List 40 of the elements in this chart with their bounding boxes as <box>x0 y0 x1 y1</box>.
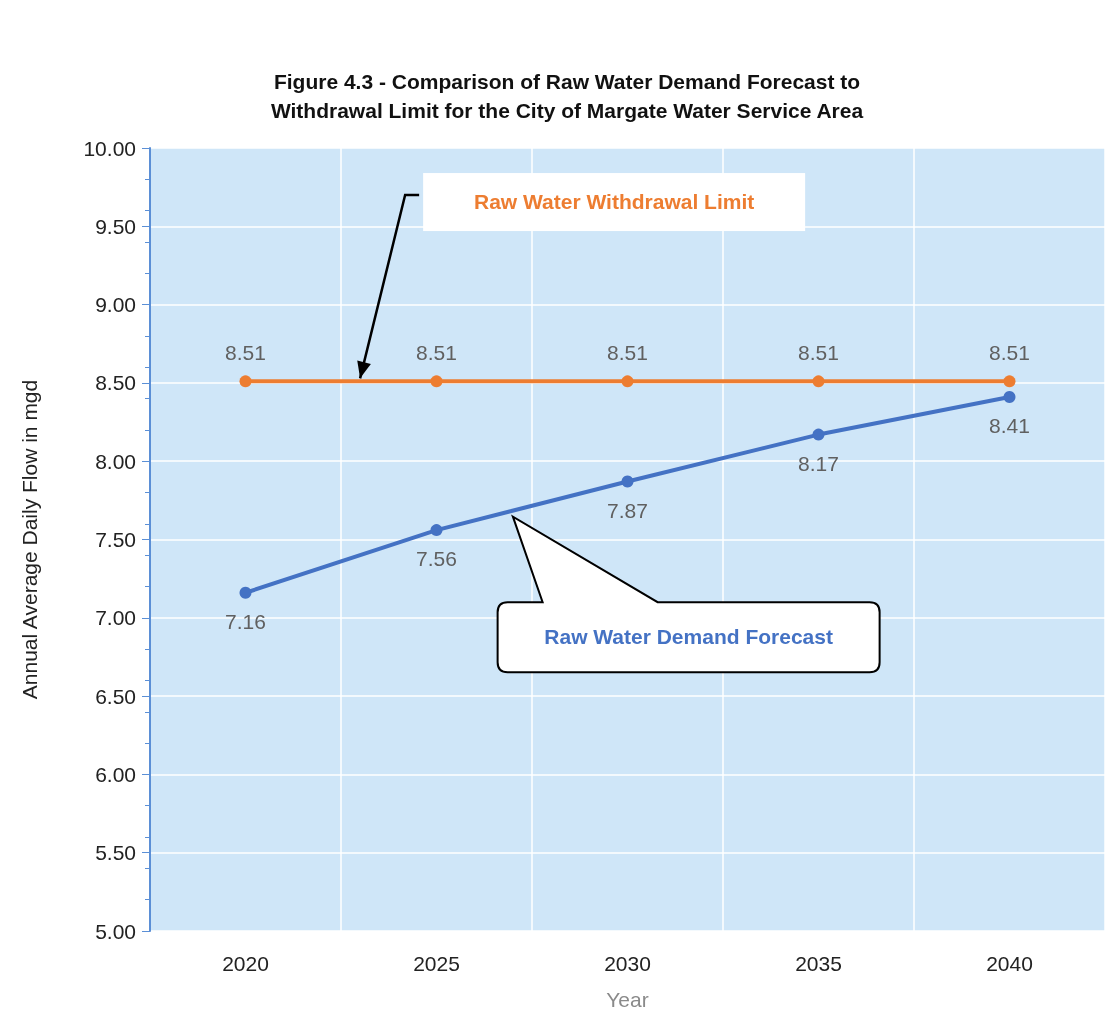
data-label: 8.51 <box>225 341 266 365</box>
x-tick-label: 2020 <box>222 952 269 975</box>
y-tick-label: 7.00 <box>95 606 136 630</box>
y-axis-title: Annual Average Daily Flow in mgd <box>18 379 41 700</box>
x-tick-label: 2030 <box>604 952 651 975</box>
point <box>1003 375 1016 388</box>
point <box>239 375 252 388</box>
x-tick-label: 2025 <box>413 952 460 975</box>
data-label: 8.51 <box>989 341 1030 365</box>
y-tick-label: 10.00 <box>83 136 136 160</box>
point <box>239 586 252 599</box>
y-tick-label: 6.50 <box>95 684 136 708</box>
point <box>430 375 443 388</box>
point <box>621 475 634 488</box>
point <box>812 375 825 388</box>
y-tick-label: 8.00 <box>95 449 136 473</box>
point <box>621 375 634 388</box>
data-label: 8.51 <box>798 341 839 365</box>
y-tick-label: 6.00 <box>95 762 136 786</box>
data-label: 8.51 <box>416 341 457 365</box>
x-tick-label: 2035 <box>795 952 842 975</box>
text: Raw Water Demand Forecast <box>543 624 834 651</box>
y-tick-label: 8.50 <box>95 371 136 395</box>
data-label: 7.16 <box>225 609 266 633</box>
y-tick-label: 5.50 <box>95 841 136 865</box>
data-label: 8.17 <box>798 451 839 475</box>
data-label: 7.56 <box>416 547 457 571</box>
data-label: 7.87 <box>607 498 648 522</box>
point <box>1003 391 1016 403</box>
data-label: 8.51 <box>607 341 648 365</box>
y-tick-label: 9.50 <box>95 214 136 238</box>
x-tick-label: 2040 <box>986 952 1033 975</box>
chart-title: Figure 4.3 - Comparison of Raw Water Demand Forecast to Withdrawal Limit for the City of Margate Water Service Area <box>270 70 864 122</box>
point <box>812 428 825 441</box>
point <box>430 524 443 537</box>
y-tick-label: 7.50 <box>95 528 136 551</box>
x-axis-title: Year <box>606 988 649 1011</box>
y-tick-label: 9.00 <box>95 293 136 317</box>
y-tick-label: 5.00 <box>95 919 136 943</box>
data-label: 8.41 <box>989 413 1030 437</box>
